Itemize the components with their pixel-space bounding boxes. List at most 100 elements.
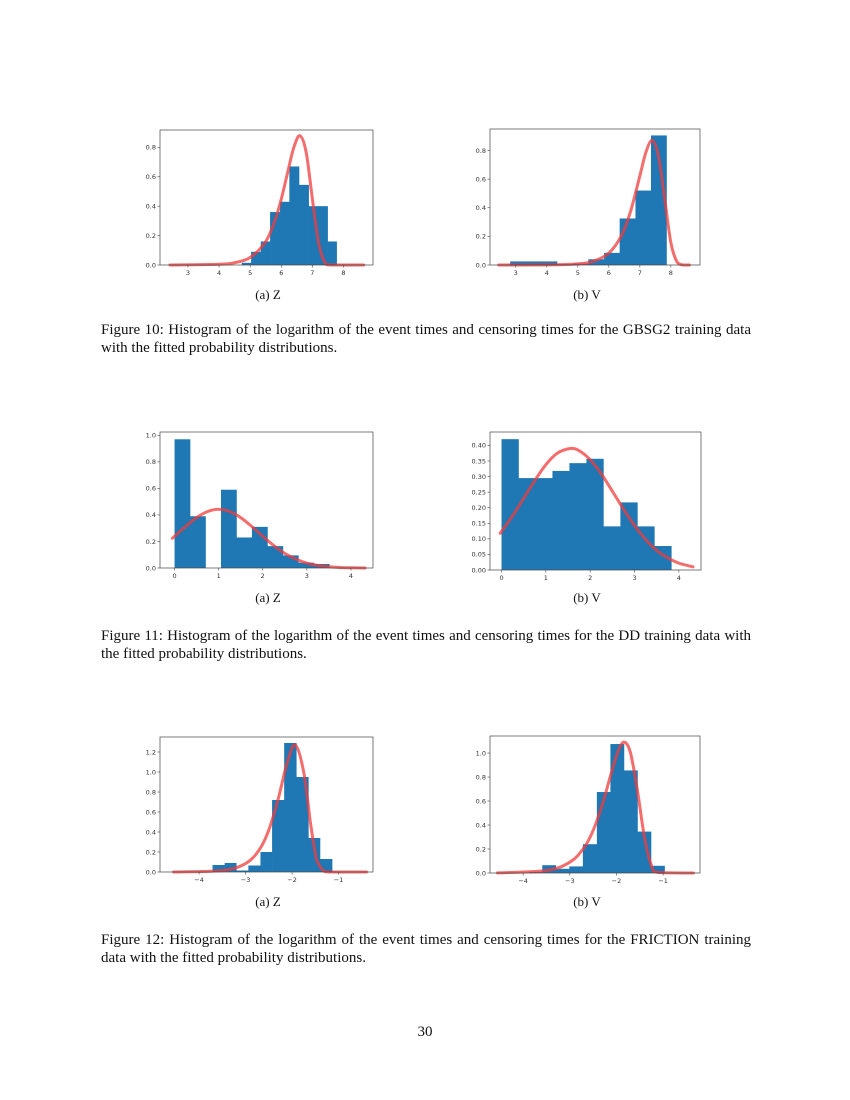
histogram-bar bbox=[190, 516, 206, 568]
x-tick-label: 4 bbox=[677, 574, 681, 582]
y-tick-label: 0.30 bbox=[472, 473, 486, 481]
histogram-bar bbox=[327, 241, 337, 265]
y-tick-label: 0.0 bbox=[146, 564, 156, 572]
axes-frame bbox=[159, 736, 374, 873]
chart-svg: −4 −3 −2 −1 0.0 0.2 0.4 0.6 0.8 1.0 1.2 bbox=[146, 736, 374, 884]
fitted-distribution-curve bbox=[495, 740, 695, 875]
histogram-bar bbox=[308, 206, 319, 265]
y-tick-label: 0.0 bbox=[476, 869, 486, 877]
y-tick-label: 0.8 bbox=[476, 773, 486, 781]
histogram-chart-1: 3 4 5 6 7 8 0.0 0.2 0.4 0.6 0.8 bbox=[146, 129, 374, 277]
histogram-bar bbox=[236, 537, 253, 568]
y-tick-label: 1.0 bbox=[146, 432, 156, 440]
y-tick-label: 0.40 bbox=[472, 442, 486, 450]
x-tick-label: 3 bbox=[305, 572, 309, 580]
histogram-chart-3: 0 1 2 3 4 0.0 0.2 0.4 0.6 0.8 1.0 bbox=[146, 431, 374, 580]
histogram-bar bbox=[619, 218, 636, 265]
histogram-bar bbox=[586, 458, 604, 570]
axes-frame bbox=[159, 129, 374, 266]
figure-10-caption: Figure 10: Histogram of the logarithm of… bbox=[101, 322, 751, 356]
x-tick-label: −1 bbox=[658, 877, 668, 885]
histogram-bar bbox=[651, 865, 665, 873]
x-tick-label: 1 bbox=[217, 572, 221, 580]
x-tick-label: 0 bbox=[499, 574, 503, 582]
y-tick-label: 0.8 bbox=[146, 788, 156, 796]
y-tick-label: 0.6 bbox=[476, 175, 486, 183]
x-tick-label: 5 bbox=[248, 269, 252, 277]
x-tick-label: −4 bbox=[194, 876, 204, 884]
histogram-bar bbox=[650, 135, 667, 265]
figure-12-caption: Figure 12: Histogram of the logarithm of… bbox=[101, 932, 751, 966]
axes-frame bbox=[159, 431, 374, 569]
histogram-bar bbox=[555, 868, 570, 873]
histogram-bar bbox=[635, 190, 652, 265]
y-tick-label: 0.4 bbox=[476, 821, 486, 829]
histogram-bar bbox=[212, 865, 225, 872]
x-tick-label: 8 bbox=[669, 269, 673, 277]
subcaption-fig10-b: (b) V bbox=[573, 287, 601, 302]
y-tick-label: 1.0 bbox=[476, 749, 486, 757]
histogram-bar bbox=[569, 463, 587, 570]
x-tick-label: 3 bbox=[514, 269, 518, 277]
y-tick-label: 0.10 bbox=[472, 535, 486, 543]
x-tick-label: 4 bbox=[349, 572, 353, 580]
histogram-bar bbox=[510, 261, 526, 265]
chart-svg: 3 4 5 6 7 8 0.0 0.2 0.4 0.6 0.8 bbox=[476, 128, 701, 277]
subcaption-fig12-a: (a) Z bbox=[255, 894, 281, 909]
x-tick-label: 5 bbox=[576, 269, 580, 277]
x-tick-label: 0 bbox=[172, 572, 176, 580]
y-tick-label: 0.00 bbox=[472, 566, 486, 574]
y-tick-label: 1.0 bbox=[146, 768, 156, 776]
x-tick-label: −2 bbox=[612, 877, 622, 885]
histogram-bar bbox=[582, 844, 598, 873]
histogram-bar bbox=[541, 261, 558, 265]
histogram-chart-6: −4 −3 −2 −1 0.0 0.2 0.4 0.6 0.8 1.0 bbox=[476, 735, 701, 885]
y-tick-label: 0.2 bbox=[476, 233, 486, 241]
x-tick-label: 7 bbox=[310, 269, 314, 277]
y-tick-label: 0.2 bbox=[476, 845, 486, 853]
y-tick-label: 0.6 bbox=[146, 808, 156, 816]
histogram-bar bbox=[260, 852, 273, 872]
x-tick-label: −2 bbox=[287, 876, 297, 884]
axes-frame bbox=[489, 431, 702, 571]
histogram-chart-2: 3 4 5 6 7 8 0.0 0.2 0.4 0.6 0.8 bbox=[476, 128, 701, 277]
y-tick-label: 0.0 bbox=[146, 868, 156, 876]
y-tick-label: 1.2 bbox=[146, 748, 156, 756]
histogram-chart-5: −4 −3 −2 −1 0.0 0.2 0.4 0.6 0.8 1.0 1.2 bbox=[146, 736, 374, 884]
subcaption-fig11-b: (b) V bbox=[573, 590, 601, 605]
histogram-bar bbox=[241, 262, 252, 265]
histogram-bar bbox=[525, 261, 542, 265]
x-tick-label: −3 bbox=[565, 877, 575, 885]
chart-svg: −4 −3 −2 −1 0.0 0.2 0.4 0.6 0.8 1.0 bbox=[476, 735, 701, 885]
axes-frame bbox=[489, 735, 701, 874]
histogram-bar bbox=[289, 166, 300, 265]
y-tick-label: 0.6 bbox=[476, 797, 486, 805]
histogram-bar bbox=[588, 259, 605, 265]
y-tick-label: 0.35 bbox=[472, 457, 486, 465]
x-tick-label: 4 bbox=[217, 269, 221, 277]
x-tick-label: 8 bbox=[341, 269, 345, 277]
y-tick-label: 0.0 bbox=[476, 261, 486, 269]
page-number: 30 bbox=[417, 1024, 433, 1040]
fitted-distribution-curve bbox=[168, 134, 366, 267]
x-tick-label: 6 bbox=[279, 269, 283, 277]
x-tick-label: 7 bbox=[638, 269, 642, 277]
histogram-bar bbox=[260, 241, 271, 265]
y-tick-label: 0.0 bbox=[146, 261, 156, 269]
y-tick-label: 0.2 bbox=[146, 538, 156, 546]
y-tick-label: 0.15 bbox=[472, 520, 486, 528]
histogram-bar bbox=[535, 478, 553, 570]
histogram-bar bbox=[603, 526, 621, 570]
histogram-bar bbox=[298, 184, 309, 265]
y-tick-label: 0.2 bbox=[146, 232, 156, 240]
y-tick-label: 0.8 bbox=[476, 147, 486, 155]
histogram-bar bbox=[637, 526, 655, 570]
histogram-bar bbox=[552, 470, 570, 570]
subcaption-fig11-a: (a) Z bbox=[255, 590, 281, 605]
histogram-bar bbox=[220, 489, 237, 568]
histogram-bar bbox=[248, 865, 261, 872]
histogram-chart-4: 0 1 2 3 4 0.00 0.05 0.10 0.15 0.20 0.25 0.30 0.35 0.4… bbox=[472, 431, 702, 582]
y-tick-label: 0.05 bbox=[472, 551, 486, 559]
figure-11-caption: Figure 11: Histogram of the logarithm of… bbox=[101, 628, 751, 662]
histogram-bar bbox=[620, 502, 638, 570]
